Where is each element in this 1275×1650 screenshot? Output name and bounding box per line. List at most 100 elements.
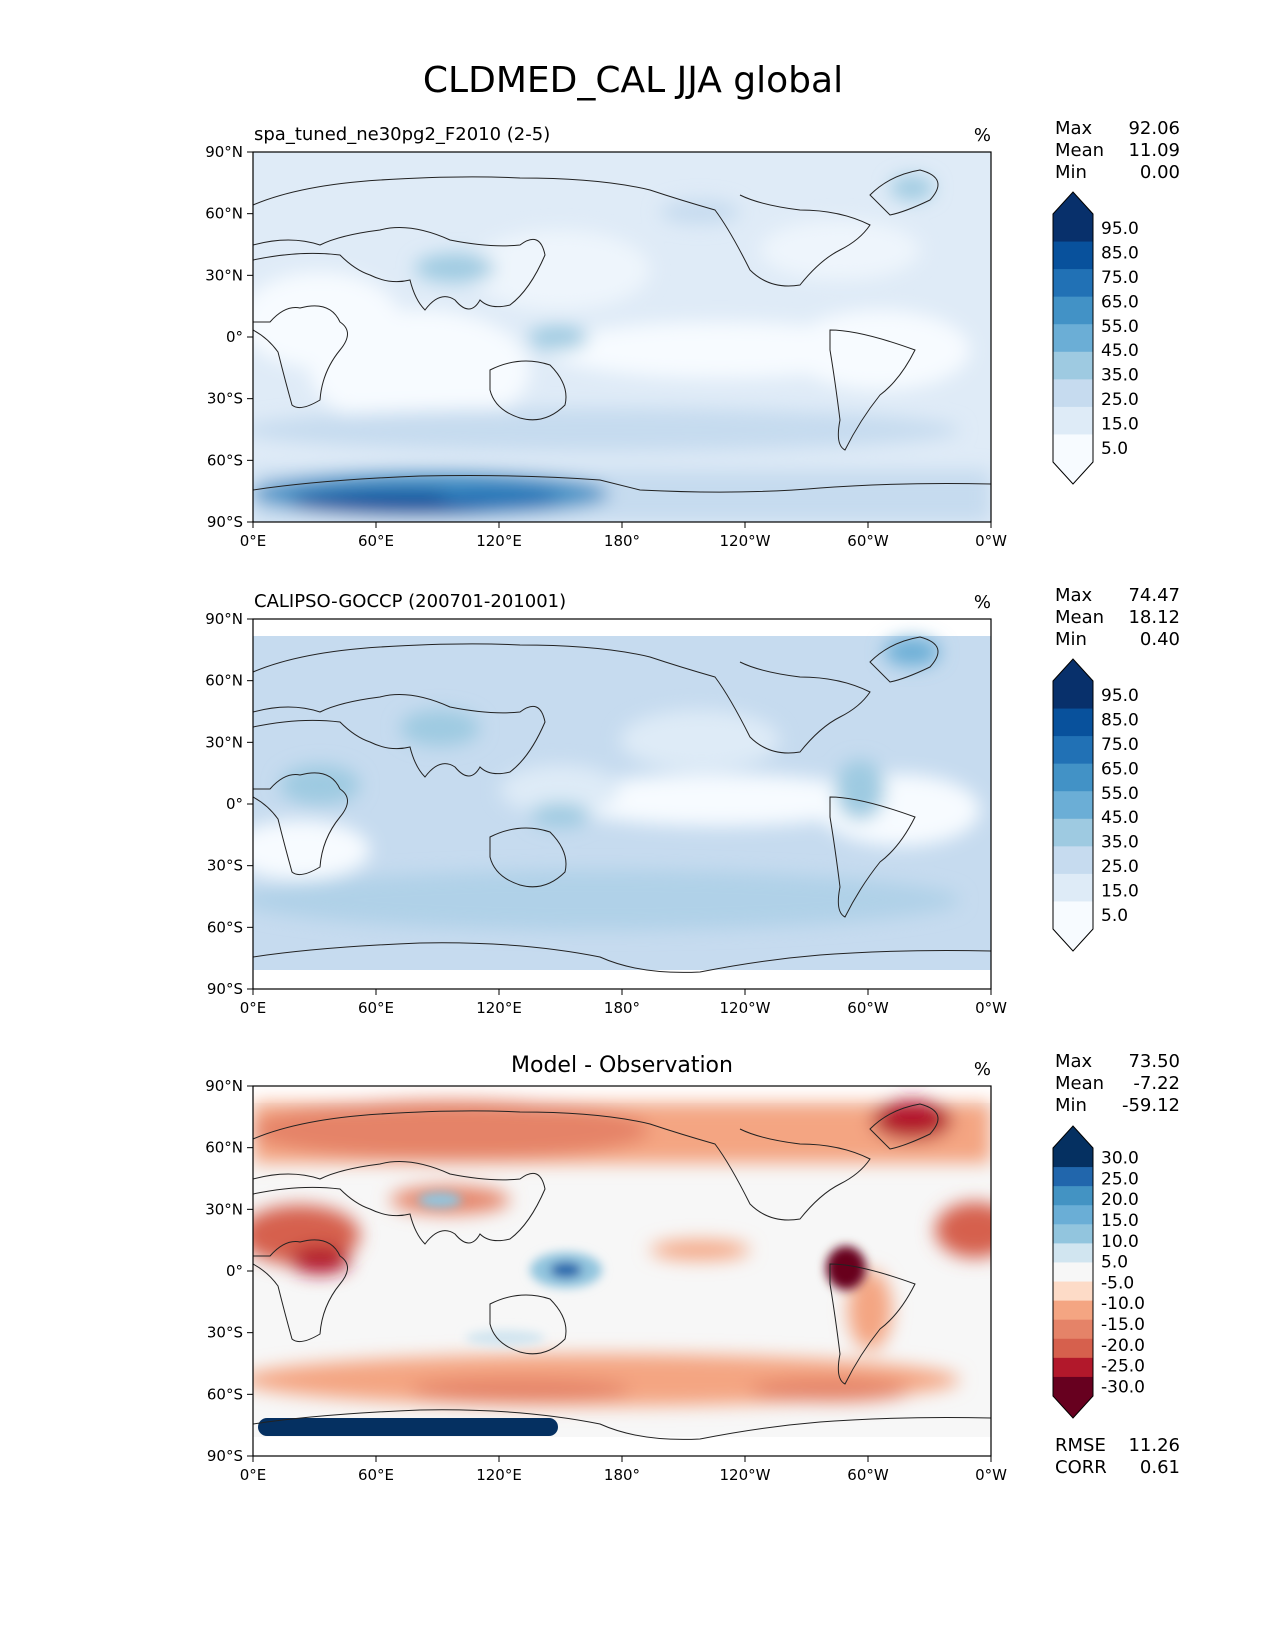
x-tick-label: 60°W bbox=[847, 532, 889, 550]
colorbar-segment bbox=[1053, 1148, 1093, 1168]
stats-model-min-label: Min bbox=[1055, 162, 1087, 183]
colorbar-tick-label: 5.0 bbox=[1101, 906, 1128, 926]
colorbar-extend-min bbox=[1053, 1396, 1093, 1418]
rmse-label: RMSE bbox=[1055, 1435, 1106, 1456]
colorbar-observation: 95.0 85.0 75.0 65.0 55.0 45.0 35.0 25.0 15.0 5.0 bbox=[1052, 658, 1139, 952]
stats-difference-max: 73.50 bbox=[1128, 1051, 1180, 1072]
stats-model-min: 0.00 bbox=[1140, 162, 1180, 183]
colorbar-segment bbox=[1053, 818, 1093, 847]
colorbar-tick-label: 5.0 bbox=[1101, 1253, 1128, 1273]
colorbar-tick-label: 15.0 bbox=[1101, 882, 1139, 902]
colorbar-tick-label: 45.0 bbox=[1101, 808, 1139, 828]
colorbar-segment bbox=[1053, 708, 1093, 737]
colorbar-segment bbox=[1053, 214, 1093, 243]
stats-observation-mean-label: Mean bbox=[1055, 607, 1104, 628]
x-tick-label: 120°W bbox=[720, 532, 771, 550]
x-tick-label: 120°E bbox=[476, 999, 522, 1017]
x-tick-label: 60°E bbox=[358, 532, 394, 550]
y-tick-label: 30°S bbox=[207, 1324, 243, 1342]
colorbar-model: 95.0 85.0 75.0 65.0 55.0 45.0 35.0 25.0 15.0 5.0 bbox=[1052, 191, 1139, 485]
y-tick-label: 90°S bbox=[207, 980, 243, 998]
x-tick-label: 120°W bbox=[720, 1466, 771, 1484]
colorbar-segment bbox=[1053, 296, 1093, 325]
colorbar-segment bbox=[1053, 791, 1093, 820]
colorbar-segment bbox=[1053, 269, 1093, 298]
colorbar-tick-label: -30.0 bbox=[1101, 1377, 1145, 1397]
colorbar-segment bbox=[1053, 873, 1093, 902]
x-tick-label: 0°W bbox=[975, 532, 1007, 550]
colorbar-segment bbox=[1053, 1357, 1093, 1378]
colorbar-segment bbox=[1053, 1281, 1093, 1302]
panel-model-map bbox=[253, 152, 991, 522]
panel-model-title: spa_tuned_ne30pg2_F2010 (2-5) bbox=[254, 124, 550, 145]
colorbar-tick-label: 65.0 bbox=[1101, 292, 1139, 312]
colorbar-tick-label: 45.0 bbox=[1101, 341, 1139, 361]
stats-difference-min-label: Min bbox=[1055, 1095, 1087, 1116]
stats-difference-max-label: Max bbox=[1055, 1051, 1093, 1072]
figure-title: CLDMED_CAL JJA global bbox=[423, 60, 843, 101]
colorbar-tick-label: 5.0 bbox=[1101, 439, 1128, 459]
colorbar-segment bbox=[1053, 736, 1093, 765]
stats-model: Max 92.06 Mean 11.09 Min 0.00 bbox=[1055, 118, 1180, 183]
stats-model-max: 92.06 bbox=[1128, 118, 1180, 139]
colorbar-segment bbox=[1053, 1224, 1093, 1244]
colorbar-tick-label: 95.0 bbox=[1101, 219, 1139, 239]
y-tick-label: 90°S bbox=[207, 1447, 243, 1465]
colorbar-segment bbox=[1053, 1300, 1093, 1321]
stats-observation-mean: 18.12 bbox=[1128, 607, 1180, 628]
colorbar-segment bbox=[1053, 351, 1093, 380]
panel-observation-map bbox=[253, 619, 991, 989]
y-tick-label: 0° bbox=[226, 1262, 243, 1280]
colorbar-tick-label: 65.0 bbox=[1101, 759, 1139, 779]
y-tick-label: 60°S bbox=[207, 1385, 243, 1403]
colorbar-tick-label: 15.0 bbox=[1101, 415, 1139, 435]
panel-observation-title: CALIPSO-GOCCP (200701-201001) bbox=[254, 591, 566, 612]
y-tick-label: 0° bbox=[226, 328, 243, 346]
stats-observation-max-label: Max bbox=[1055, 585, 1093, 606]
colorbar-extend-max bbox=[1053, 192, 1093, 214]
corr-label: CORR bbox=[1055, 1457, 1107, 1478]
axes-layer: 0°E 60°E 120°E 180° 120°W 60°W 0°W 90°N 60°N 30°N… bbox=[205, 143, 1007, 1484]
x-tick-label: 120°W bbox=[720, 999, 771, 1017]
colorbar-tick-label: 15.0 bbox=[1101, 1211, 1139, 1231]
colorbar-segment bbox=[1053, 1319, 1093, 1340]
stats-difference-min: -59.12 bbox=[1122, 1095, 1180, 1116]
colorbar-tick-label: 20.0 bbox=[1101, 1190, 1139, 1210]
stats-observation-min-label: Min bbox=[1055, 629, 1087, 650]
x-tick-label: 180° bbox=[604, 999, 640, 1017]
y-tick-label: 60°N bbox=[205, 205, 243, 223]
stats-difference-mean: -7.22 bbox=[1133, 1073, 1180, 1094]
colorbar-outline bbox=[1052, 191, 1094, 485]
y-tick-label: 90°S bbox=[207, 513, 243, 531]
stats-observation-max: 74.47 bbox=[1128, 585, 1180, 606]
stats-model-max-label: Max bbox=[1055, 118, 1093, 139]
panel-model-coastlines bbox=[253, 169, 991, 493]
colorbar-segment bbox=[1053, 379, 1093, 408]
y-tick-label: 60°S bbox=[207, 451, 243, 469]
stats-model-mean: 11.09 bbox=[1128, 140, 1180, 161]
colorbar-segment bbox=[1053, 901, 1093, 930]
colorbar-segment bbox=[1053, 681, 1093, 710]
stats-observation: Max 74.47 Mean 18.12 Min 0.40 bbox=[1055, 585, 1180, 650]
colorbar-segment bbox=[1053, 1262, 1093, 1283]
panel-difference-units: % bbox=[974, 1059, 991, 1080]
colorbar-segment bbox=[1053, 763, 1093, 792]
x-tick-label: 0°E bbox=[240, 532, 267, 550]
panel-model: spa_tuned_ne30pg2_F2010 (2-5) % bbox=[252, 124, 992, 523]
x-tick-label: 0°W bbox=[975, 1466, 1007, 1484]
colorbar-tick-label: -15.0 bbox=[1101, 1315, 1145, 1335]
stats-difference-mean-label: Mean bbox=[1055, 1073, 1104, 1094]
colorbar-tick-label: 85.0 bbox=[1101, 243, 1139, 263]
y-tick-label: 60°S bbox=[207, 918, 243, 936]
panel-difference: Model - Observation % bbox=[252, 1053, 1180, 1478]
colorbar-tick-label: 10.0 bbox=[1101, 1232, 1139, 1252]
panel-difference-map bbox=[253, 1086, 991, 1456]
colorbar-outline bbox=[1052, 658, 1094, 952]
colorbar-extend-min bbox=[1053, 462, 1093, 484]
y-tick-label: 30°N bbox=[205, 266, 243, 284]
colorbar-extend-max bbox=[1053, 1126, 1093, 1148]
colorbar-segment bbox=[1053, 1167, 1093, 1187]
colorbar-segment bbox=[1053, 1186, 1093, 1206]
colorbar-extend-max bbox=[1053, 659, 1093, 681]
